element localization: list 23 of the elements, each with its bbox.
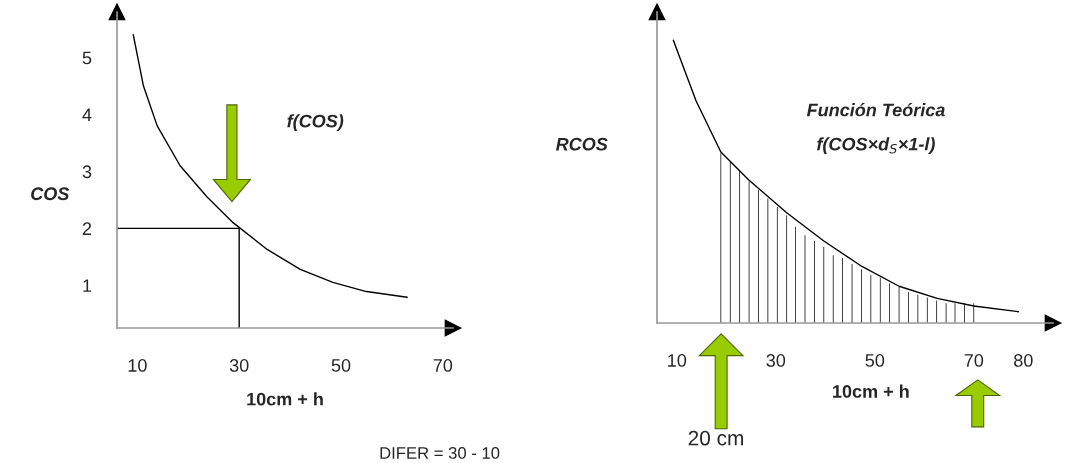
y-tick-label: 1: [83, 279, 92, 292]
annotation: f(COS×d$_{S}$×1-l): [817, 137, 935, 155]
y-tick-label: 2: [82, 222, 92, 235]
x-tick-label: 10: [668, 354, 687, 367]
x-tick-label: 50: [865, 354, 885, 367]
y-axis-title: COS: [31, 187, 70, 201]
x-tick-label: 80: [1014, 354, 1033, 367]
text: DIFER = 30 - 10: [380, 447, 500, 459]
x-tick-label: 70: [433, 359, 453, 372]
x-axis-title: 10cm + h: [247, 392, 323, 406]
annotation: f(COS): [287, 114, 344, 132]
y-tick-label: 5: [82, 51, 92, 65]
x-tick-label: 10: [128, 359, 147, 372]
text: 20 cm: [688, 430, 743, 446]
x-tick-label: 50: [331, 359, 351, 372]
x-tick-label: 70: [964, 354, 984, 367]
y-tick-label: 3: [82, 165, 92, 179]
x-axis-title: 10cm + h: [833, 384, 909, 398]
y-axis-title: RCOS: [556, 137, 608, 151]
x-tick-label: 30: [229, 359, 249, 372]
y-tick-label: 4: [82, 108, 92, 122]
x-tick-label: 30: [766, 354, 786, 367]
annotation: Función Teórica: [806, 102, 945, 117]
